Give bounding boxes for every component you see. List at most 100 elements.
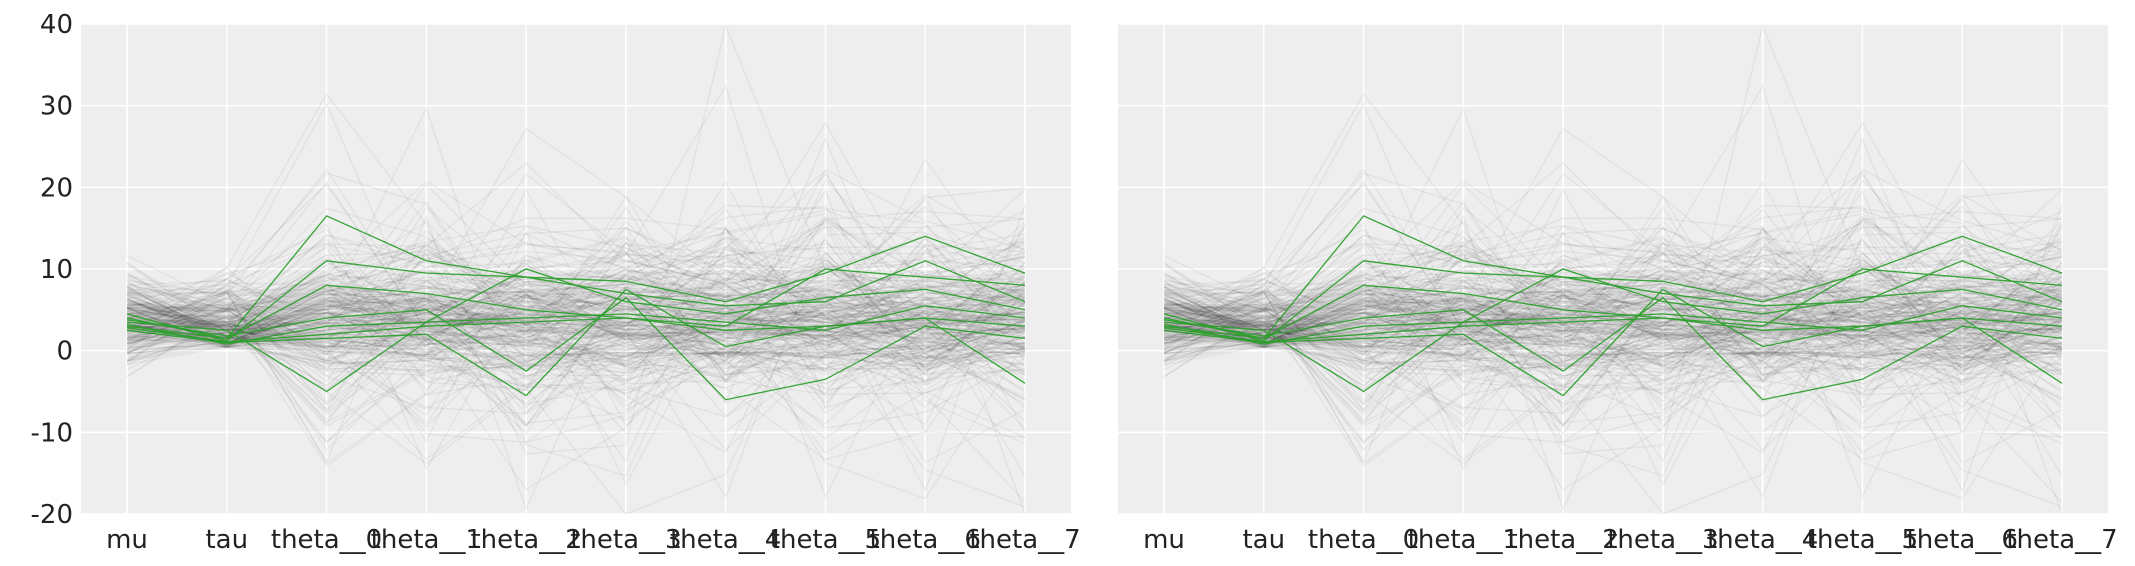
background-draw-line <box>1163 309 2063 467</box>
background-draw-line <box>126 235 1026 452</box>
background-draw-line <box>126 316 1026 429</box>
background-draw-line <box>126 172 1026 426</box>
background-draw-line <box>126 315 1026 386</box>
background-draw-line <box>126 289 1026 347</box>
x-tick-label: mu <box>106 525 148 555</box>
background-draw-line <box>126 253 1026 339</box>
background-draw-line <box>126 331 1026 377</box>
background-draw-line <box>126 102 1026 424</box>
background-draw-line <box>126 204 1026 493</box>
background-draw-line <box>1163 245 2063 339</box>
background-draw-line <box>126 215 1026 350</box>
background-draw-line <box>126 267 1026 354</box>
background-draw-line <box>1163 241 2063 411</box>
highlighted-series-line-1 <box>1163 215 2063 340</box>
background-draw-line <box>126 285 1026 376</box>
background-draw-line <box>126 277 1026 339</box>
background-draw-line <box>1163 299 2063 345</box>
background-draw-line <box>1163 326 2063 357</box>
background-draw-line <box>126 291 1026 338</box>
background-draw-line <box>1163 341 2063 366</box>
background-draw-line <box>1163 318 2063 354</box>
background-draw-line <box>1163 298 2063 345</box>
background-draw-line <box>126 326 1026 357</box>
background-draw-line <box>126 317 1026 348</box>
background-draw-line <box>126 220 1026 328</box>
background-draw-line <box>126 206 1026 384</box>
background-draw-line <box>126 172 1026 365</box>
background-draw-line <box>126 206 1026 377</box>
background-draw-line <box>126 281 1026 444</box>
background-draw-line <box>1163 299 2063 477</box>
background-draw-line <box>126 319 1026 359</box>
background-draw-line <box>1163 282 2063 383</box>
background-draw-line <box>1163 276 2063 341</box>
background-draw-line <box>126 251 1026 454</box>
background-draw-line <box>126 256 1026 354</box>
background-draw-line <box>126 336 1026 368</box>
background-draw-line <box>1163 245 2063 340</box>
background-draw-line <box>1163 260 2063 341</box>
background-draw-line <box>1163 295 2063 388</box>
background-draw-line <box>1163 288 2063 345</box>
background-draw-line <box>1163 257 2063 337</box>
background-draw-line <box>1163 266 2063 362</box>
background-draw-line <box>126 276 1026 328</box>
background-draw-line <box>1163 268 2063 339</box>
panel-2: mu tau theta__0theta__1theta__2theta__3the… <box>1118 23 2118 555</box>
background-draw-line <box>126 241 1026 334</box>
x-tick-label: theta__7 <box>969 525 1080 555</box>
background-draw-line <box>126 288 1026 345</box>
background-draw-line <box>1163 224 2063 383</box>
highlighted-series-line-8 <box>126 317 1026 343</box>
background-draw-line <box>1163 317 2063 348</box>
background-draw-line <box>126 294 1026 340</box>
background-draw-line <box>1163 256 2063 374</box>
background-draw-line <box>1163 251 2063 454</box>
background-draw-line <box>126 222 1026 425</box>
background-draw-line <box>1163 261 2063 329</box>
background-draw-line <box>126 197 1026 347</box>
background-draw-line <box>1163 218 2063 443</box>
background-draw-line <box>1163 278 2063 425</box>
background-draw-line <box>126 272 1026 329</box>
background-draw-line <box>1163 287 2063 404</box>
background-draw-line <box>1163 200 2063 372</box>
background-draw-line <box>1163 293 2063 347</box>
background-draw-line <box>126 311 1026 360</box>
background-draw-line <box>126 261 1026 329</box>
background-draw-line <box>126 263 1026 366</box>
background-draw-line <box>126 315 1026 349</box>
background-draw-line <box>126 291 1026 348</box>
background-draw-line <box>126 313 1026 358</box>
background-draw-line <box>126 268 1026 339</box>
background-draw-line <box>126 325 1026 395</box>
background-draw-line <box>1163 106 2063 461</box>
background-draw-line <box>1163 263 2063 366</box>
highlighted-series-line-6 <box>1163 268 2063 340</box>
background-draw-line <box>126 297 1026 503</box>
y-tick-label: -20 <box>31 500 73 530</box>
background-draw-line <box>1163 121 2063 403</box>
background-draw-line <box>126 274 1026 337</box>
x-tick-label: theta__5 <box>770 525 881 555</box>
x-tick-label: theta__0 <box>271 525 382 555</box>
background-draw-line <box>126 307 1026 391</box>
background-draw-line <box>126 84 1026 409</box>
background-draw-line <box>126 313 1026 349</box>
background-draw-line <box>1163 331 2063 377</box>
background-draw-line <box>1163 204 2063 356</box>
background-draw-line <box>1163 238 2063 410</box>
background-draw-line <box>1163 330 2063 353</box>
background-draw-line <box>126 276 1026 344</box>
background-draw-line <box>1163 235 2063 452</box>
background-draw-line <box>126 183 1026 339</box>
highlighted-draws <box>1163 215 2063 401</box>
background-draw-line <box>126 297 1026 375</box>
background-draw-line <box>126 267 1026 337</box>
background-draw-line <box>126 302 1026 348</box>
y-tick-label: 0 <box>56 337 73 367</box>
background-draw-line <box>1163 253 2063 339</box>
background-draw-line <box>1163 247 2063 347</box>
background-draw-line <box>1163 170 2063 385</box>
